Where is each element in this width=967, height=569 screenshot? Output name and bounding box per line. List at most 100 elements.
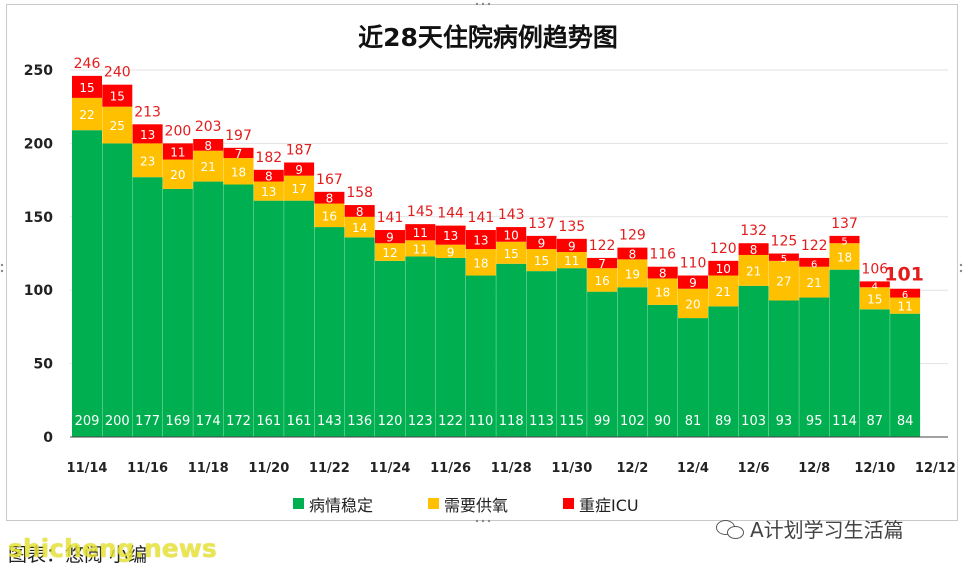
bar-segment-1 (496, 263, 527, 437)
bar-segment-3 (859, 281, 890, 288)
bar-segment-3 (162, 143, 193, 160)
bar-segment-3 (678, 275, 708, 289)
segment-label: 21 (746, 264, 761, 278)
segment-label: 27 (776, 275, 791, 289)
bar-segment-1 (435, 257, 466, 437)
bar-segment-3 (102, 84, 133, 107)
bar-segment-2 (768, 260, 799, 301)
segment-label: 11 (413, 242, 428, 256)
total-label: 137 (528, 216, 555, 232)
resize-handle-bottom[interactable] (474, 519, 492, 523)
segment-label: 16 (322, 209, 337, 223)
bar-segment-2 (102, 106, 133, 144)
segment-label: 87 (867, 414, 884, 429)
total-label: 197 (225, 128, 252, 144)
bar-segment-3 (284, 162, 315, 176)
segment-label: 22 (79, 108, 94, 122)
segment-label: 5 (781, 254, 787, 265)
y-tick-label: 150 (24, 210, 53, 226)
bar-segment-2 (526, 249, 557, 272)
segment-label: 17 (291, 182, 306, 196)
bar-segment-3 (708, 260, 739, 276)
segment-label: 12 (382, 246, 397, 260)
total-label: 144 (437, 206, 464, 222)
bar-segment-1 (405, 256, 436, 437)
bar-segment-2 (465, 249, 496, 276)
total-label: 132 (740, 223, 767, 239)
total-label: 141 (468, 210, 495, 226)
segment-label: 8 (265, 170, 273, 184)
segment-label: 99 (594, 414, 611, 429)
y-tick-label: 50 (34, 357, 54, 373)
bar-segment-3 (405, 224, 436, 241)
total-label: 182 (255, 150, 282, 166)
bar-segment-2 (829, 243, 860, 270)
x-tick-label: 11/14 (67, 461, 108, 476)
segment-label: 136 (347, 414, 372, 429)
y-tick-label: 100 (24, 283, 53, 299)
resize-handle-left[interactable] (0, 262, 4, 274)
x-tick-label: 11/24 (370, 461, 411, 476)
segment-label: 200 (105, 414, 130, 429)
segment-label: 7 (598, 257, 606, 271)
total-label: 110 (680, 256, 707, 272)
bar-segment-1 (72, 130, 102, 438)
segment-label: 9 (689, 276, 697, 290)
x-tick-label: 11/20 (248, 461, 289, 476)
x-axis: 11/14 11/16 11/18 11/20 11/22 11/24 11/26 11/28… (67, 436, 956, 476)
total-label: 122 (589, 238, 616, 254)
segment-label: 19 (625, 267, 640, 281)
segment-label: 9 (386, 231, 394, 245)
bar-segment-3 (890, 288, 921, 298)
segment-label: 20 (685, 297, 700, 311)
segment-label: 102 (620, 414, 645, 429)
bar-segment-2 (253, 181, 284, 201)
segment-label: 10 (716, 262, 731, 276)
chart-title: 近28天住院病例趋势图 (358, 23, 618, 52)
segment-label: 18 (231, 165, 246, 179)
segment-label: 110 (468, 414, 493, 429)
legend-label: 病情稳定 (309, 496, 373, 515)
segment-label: 21 (716, 285, 731, 299)
total-label: 129 (619, 228, 646, 244)
legend-swatch (563, 498, 574, 509)
bar-segment-2 (435, 244, 466, 258)
bar-segment-1 (102, 143, 133, 437)
brand-name: A计划学习生活篇 (750, 518, 904, 542)
segment-label: 11 (170, 145, 185, 159)
legend-swatch (428, 498, 439, 509)
bar-segment-2 (223, 158, 254, 185)
bar-segment-3 (496, 227, 527, 242)
segment-label: 90 (654, 414, 671, 429)
bar-segment-1 (223, 184, 254, 437)
total-label: 122 (801, 238, 828, 254)
bar-segment-1 (708, 306, 739, 437)
total-label: 116 (649, 247, 676, 263)
total-label: 187 (286, 142, 313, 158)
legend-label: 重症ICU (579, 496, 639, 515)
resize-handle-top[interactable] (474, 2, 492, 6)
segment-label: 8 (659, 267, 667, 281)
total-label: 158 (346, 185, 373, 201)
segment-label: 15 (110, 90, 125, 104)
segment-label: 89 (715, 414, 732, 429)
segment-label: 8 (356, 205, 364, 219)
bar-segment-1 (678, 318, 708, 437)
segment-label: 10 (504, 228, 519, 242)
bar-segment-3 (193, 138, 224, 151)
segment-label: 9 (447, 245, 455, 259)
bar-segment-1 (768, 300, 799, 437)
x-tick-label: 12/8 (798, 461, 830, 476)
x-tick-label: 11/18 (188, 461, 229, 476)
resize-handle-right[interactable] (959, 262, 963, 274)
segment-label: 13 (443, 229, 458, 243)
segment-label: 13 (261, 185, 276, 199)
segment-label: 209 (75, 414, 100, 429)
bar-segment-2 (193, 150, 224, 182)
bar-segment-1 (375, 260, 405, 437)
segment-label: 9 (295, 163, 303, 177)
bar-segment-2 (375, 243, 405, 261)
segment-label: 21 (807, 276, 822, 290)
total-label: 203 (195, 119, 222, 135)
segment-label: 23 (140, 154, 155, 168)
